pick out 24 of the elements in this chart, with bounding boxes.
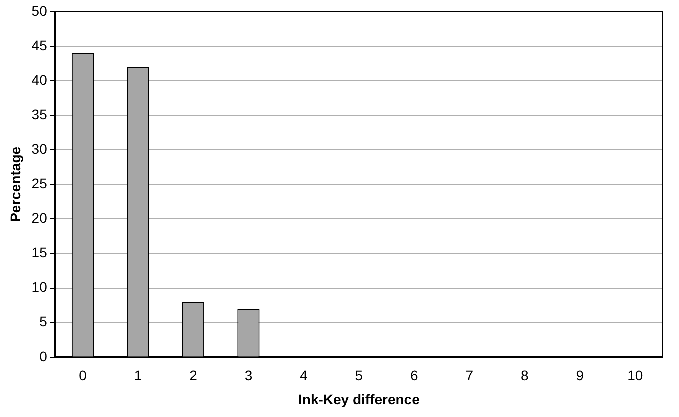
x-tick-label: 5: [355, 368, 364, 384]
x-tick-label: 10: [628, 368, 644, 384]
y-axis-title: Percentage: [7, 146, 24, 222]
y-tick-label: 5: [40, 314, 48, 330]
y-tick-label: 30: [32, 141, 48, 158]
y-tick-label: 40: [32, 72, 48, 88]
x-tick-label: 3: [244, 368, 253, 384]
x-tick-label: 8: [521, 368, 530, 384]
y-tick-label: 35: [32, 106, 48, 122]
x-axis-title: Ink-Key difference: [298, 391, 420, 408]
y-tick-label: 15: [32, 244, 48, 261]
x-tick-label: 2: [190, 368, 198, 384]
x-tick-label: 7: [466, 368, 474, 384]
y-tick-label: 25: [32, 176, 48, 192]
x-tick-label: 4: [300, 368, 308, 384]
x-tick-label: 1: [134, 368, 142, 384]
x-tick-label: 9: [576, 368, 584, 384]
x-tick-label: 0: [79, 368, 88, 384]
y-tick-label: 20: [32, 210, 48, 226]
y-tick-label: 10: [32, 279, 48, 296]
y-tick-label: 0: [40, 348, 48, 364]
y-tick-label: 45: [32, 37, 48, 54]
y-tick-label: 50: [32, 2, 48, 19]
x-tick-label: 6: [410, 368, 419, 384]
